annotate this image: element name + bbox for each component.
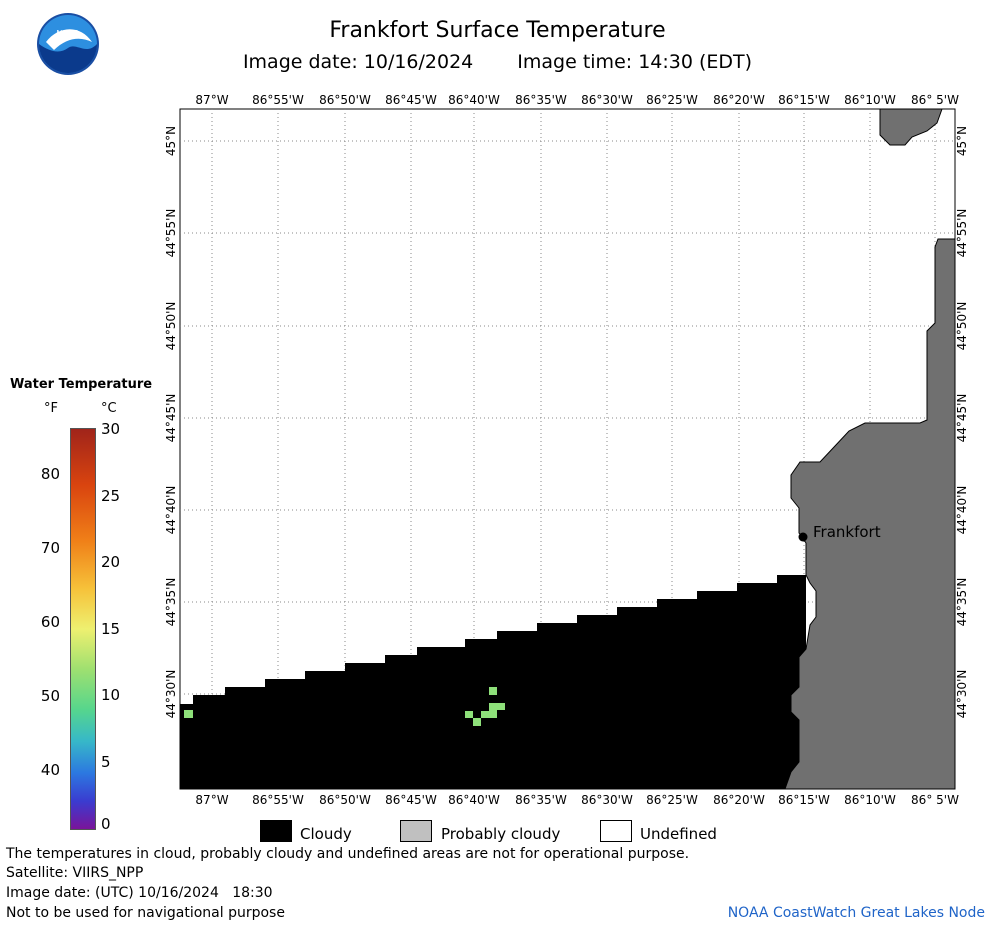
- longitude-label: 86°50'W: [319, 793, 371, 807]
- footer-disclaimer: The temperatures in cloud, probably clou…: [6, 846, 690, 862]
- footer-utc-date: Image date: (UTC) 10/16/2024 18:30: [6, 885, 273, 901]
- credit-link[interactable]: NOAA CoastWatch Great Lakes Node: [727, 905, 985, 921]
- land-north: [879, 108, 943, 146]
- latitude-labels-left: 45°N 44°55'N 44°50'N 44°45'N 44°40'N 44°35'N 4…: [164, 126, 178, 719]
- f-tick: 40: [40, 761, 60, 779]
- latitude-label: 44°35'N: [955, 578, 969, 627]
- legend-swatch-undefined: [600, 820, 632, 842]
- longitude-label: 86°35'W: [515, 793, 567, 807]
- latitude-label: 44°55'N: [955, 209, 969, 258]
- land-mainland: [784, 238, 956, 790]
- longitude-label: 86°15'W: [778, 93, 830, 107]
- longitude-labels-bottom: 87°W 86°55'W 86°50'W 86°45'W 86°40'W 86°35'W 8…: [195, 793, 959, 807]
- latitude-label: 44°40'N: [164, 486, 178, 535]
- image-time-label: Image time: 14:30 (EDT): [517, 51, 753, 73]
- legend-label-probably-cloudy: Probably cloudy: [441, 825, 561, 843]
- longitude-label: 86°30'W: [581, 93, 633, 107]
- c-tick: 0: [101, 815, 111, 833]
- latitude-label: 44°50'N: [164, 302, 178, 351]
- c-tick: 10: [101, 686, 121, 704]
- longitude-label: 86°30'W: [581, 793, 633, 807]
- longitude-label: 86°55'W: [252, 793, 304, 807]
- warm-pixels: [184, 687, 505, 726]
- noaa-logo: NOAA: [37, 13, 99, 75]
- legend-label-undefined: Undefined: [640, 825, 717, 843]
- latitude-label: 44°45'N: [955, 394, 969, 443]
- longitude-label: 86°55'W: [252, 93, 304, 107]
- longitude-label: 86°40'W: [448, 793, 500, 807]
- longitude-labels-top: 87°W 86°55'W 86°50'W 86°45'W 86°40'W 86°35'W 8…: [195, 93, 959, 107]
- c-tick: 25: [101, 487, 121, 505]
- c-tick: 15: [101, 620, 121, 638]
- frankfort-marker: [798, 532, 808, 542]
- legend-swatch-probably-cloudy: [400, 820, 432, 842]
- cloud-mask: [180, 575, 806, 789]
- longitude-label: 86°15'W: [778, 793, 830, 807]
- image-date-time: Image date: 10/16/2024 Image time: 14:30 …: [0, 51, 995, 73]
- page-title: Frankfort Surface Temperature: [329, 18, 666, 43]
- unit-celsius: °C: [101, 401, 117, 416]
- f-tick: 50: [40, 687, 60, 705]
- latitude-label: 44°50'N: [955, 302, 969, 351]
- latitude-label: 44°45'N: [164, 394, 178, 443]
- latitude-label: 44°30'N: [164, 670, 178, 719]
- longitude-label: 86° 5'W: [911, 93, 959, 107]
- longitude-label: 86°25'W: [646, 793, 698, 807]
- f-tick: 80: [40, 465, 60, 483]
- longitude-label: 87°W: [195, 793, 228, 807]
- latitude-labels-right: 45°N 44°55'N 44°50'N 44°45'N 44°40'N 44°35'N 4…: [955, 126, 969, 719]
- latitude-label: 44°55'N: [164, 209, 178, 258]
- image-date-label: Image date: 10/16/2024: [242, 51, 474, 73]
- longitude-label: 86°25'W: [646, 93, 698, 107]
- city-label-frankfort: Frankfort: [813, 523, 881, 541]
- f-tick: 60: [40, 613, 60, 631]
- c-tick: 5: [101, 753, 111, 771]
- footer-satellite: Satellite: VIIRS_NPP: [6, 865, 144, 881]
- latitude-label: 44°35'N: [164, 578, 178, 627]
- longitude-label: 86°20'W: [713, 793, 765, 807]
- latitude-label: 45°N: [164, 126, 178, 156]
- legend-swatch-cloudy: [260, 820, 292, 842]
- legend-label-cloudy: Cloudy: [300, 825, 352, 843]
- logo-text: NOAA: [56, 29, 80, 38]
- longitude-label: 87°W: [195, 93, 228, 107]
- longitude-label: 86°45'W: [385, 793, 437, 807]
- latitude-label: 45°N: [955, 126, 969, 156]
- longitude-label: 86°10'W: [844, 793, 896, 807]
- longitude-label: 86°50'W: [319, 93, 371, 107]
- longitude-label: 86°35'W: [515, 93, 567, 107]
- longitude-label: 86° 5'W: [911, 793, 959, 807]
- c-tick: 20: [101, 553, 121, 571]
- legend-title: Water Temperature: [10, 377, 153, 392]
- latitude-label: 44°40'N: [955, 486, 969, 535]
- longitude-label: 86°45'W: [385, 93, 437, 107]
- f-tick: 70: [40, 539, 60, 557]
- longitude-label: 86°10'W: [844, 93, 896, 107]
- footer-navigation-note: Not to be used for navigational purpose: [6, 905, 285, 921]
- unit-fahrenheit: °F: [44, 401, 58, 416]
- latitude-label: 44°30'N: [955, 670, 969, 719]
- longitude-label: 86°40'W: [448, 93, 500, 107]
- c-tick: 30: [101, 420, 121, 438]
- longitude-label: 86°20'W: [713, 93, 765, 107]
- temperature-colorbar: [70, 428, 96, 830]
